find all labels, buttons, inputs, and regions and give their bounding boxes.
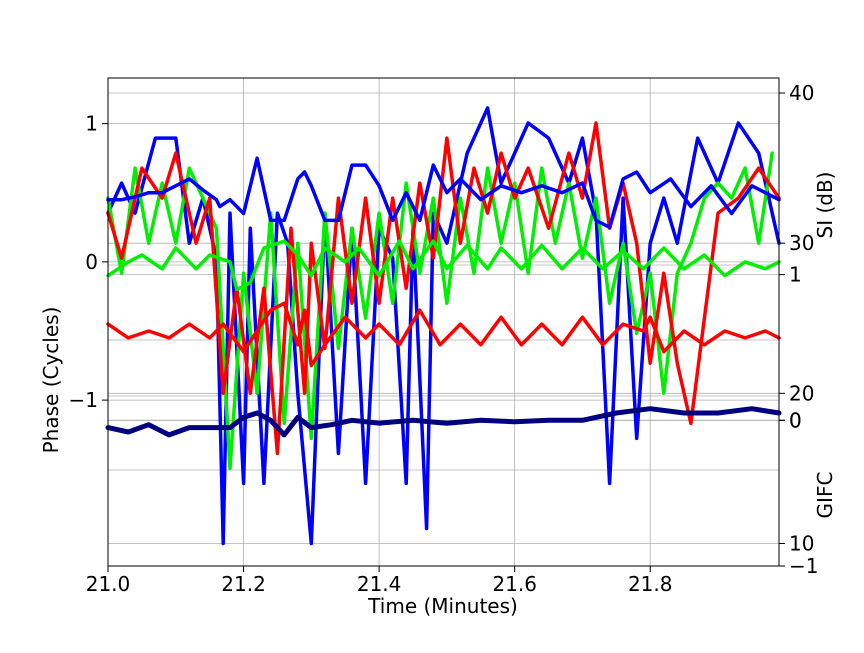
phase-tick-label: 0 [85, 250, 98, 274]
gifc-axis-label: GIFC [813, 472, 837, 519]
si-tick-label: 10 [789, 531, 814, 555]
series-lines [105, 106, 782, 546]
gridlines [107, 78, 779, 567]
phase-axis-label: Phase (Cycles) [39, 307, 63, 454]
series-phase-red-line [106, 301, 781, 368]
x-tick-label: 21.4 [357, 572, 402, 596]
series-si-green-line [106, 151, 774, 471]
si-tick-label: 30 [789, 231, 814, 255]
series-si-blue-line [106, 106, 781, 546]
si-tick-label: 20 [789, 381, 814, 405]
x-tick-label: 21.2 [221, 572, 266, 596]
series-gifc-navy-line [105, 406, 782, 438]
si-axis-label: SI (dB) [813, 172, 837, 239]
x-tick-label: 21.6 [492, 572, 537, 596]
x-tick-label: 21.0 [86, 572, 131, 596]
series-phase-green-line [106, 239, 781, 292]
gifc-tick-label: −1 [789, 554, 818, 578]
plot-frame [107, 77, 780, 567]
gifc-tick-label: 0 [789, 408, 802, 432]
phase-tick-label: 1 [85, 112, 98, 136]
si-tick-label: 40 [789, 81, 814, 105]
gifc-tick-label: 1 [789, 263, 802, 287]
series-phase-blue-line [106, 156, 781, 230]
x-axis-label: Time (Minutes) [367, 594, 518, 618]
phase-tick-label: −1 [69, 388, 98, 412]
gifc-tick-label: 0 [789, 408, 802, 432]
x-tick-label: 21.8 [628, 572, 673, 596]
